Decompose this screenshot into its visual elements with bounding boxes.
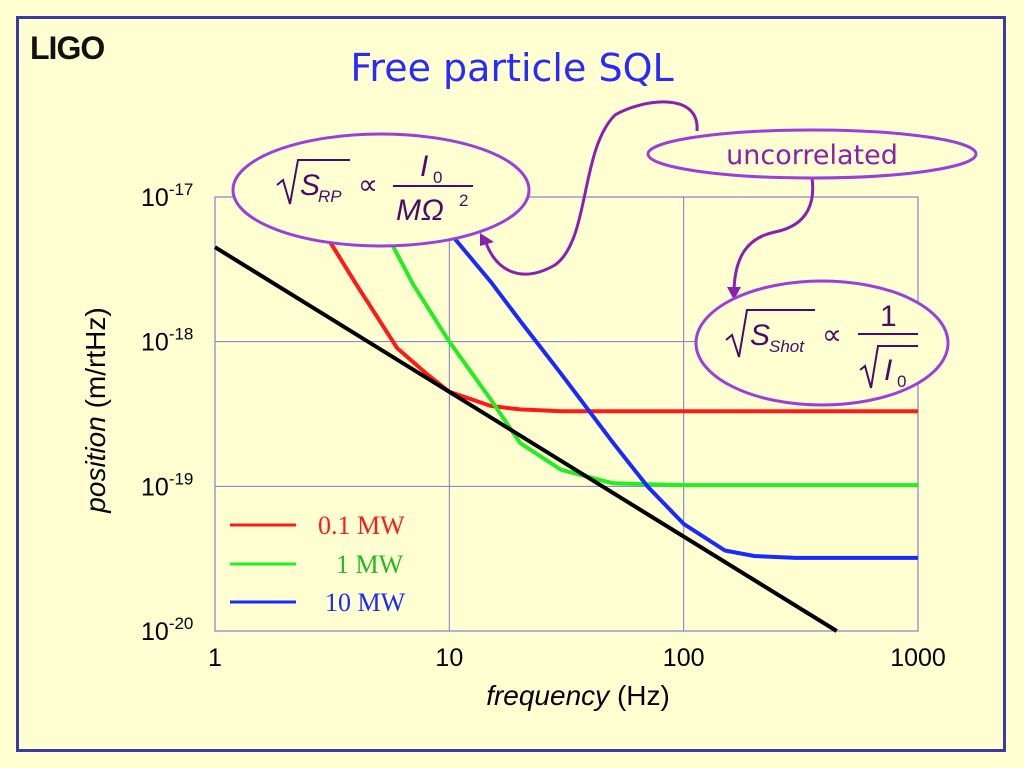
y-tick-label: 10-19 — [141, 469, 193, 501]
y-tick-label: 10-18 — [141, 325, 193, 357]
shot-ellipse — [694, 279, 950, 407]
ligo-logo: LIGO — [30, 30, 105, 66]
proportional-sign-shot: ∝ — [822, 319, 842, 350]
annotation-arrows — [480, 100, 815, 300]
y-axis-label-italic: position — [80, 416, 111, 513]
formula-rp-num: I — [420, 150, 428, 183]
rp-ellipse — [231, 132, 531, 248]
formula-rp-num-sub: 0 — [433, 168, 442, 187]
x-axis-label: frequency (Hz) — [486, 680, 670, 712]
formula-rp-lhs-sub: RP — [318, 187, 342, 206]
formula-rp: S RP ∝ I 0 MΩ 2 — [276, 150, 473, 227]
sqrt-sign-rp — [276, 159, 350, 205]
arrow-head-shot — [727, 287, 741, 300]
formula-shot-den-sub: 0 — [897, 372, 906, 391]
uncorrelated-ellipse — [646, 128, 978, 180]
x-tick-label: 1000 — [890, 644, 946, 672]
legend-label-2: 10 MW — [325, 588, 406, 617]
formula-rp-den: MΩ — [396, 194, 444, 227]
y-tick-label: 10-20 — [141, 614, 193, 646]
series-line-0 — [314, 218, 918, 414]
formula-shot: S Shot ∝ 1 I 0 — [725, 300, 918, 391]
sqrt-sign-shot-den — [859, 345, 918, 389]
y-tick-label: 10-17 — [141, 180, 193, 212]
formula-rp-lhs: S — [300, 169, 320, 202]
x-tick-label: 100 — [663, 644, 705, 672]
legend-label-0: 0.1 MW — [318, 511, 405, 540]
series-line-3 — [213, 245, 838, 633]
slide-frame — [16, 16, 1006, 752]
series-line-2 — [437, 218, 918, 560]
series-lines — [213, 218, 918, 633]
formula-shot-den: I — [884, 354, 892, 387]
y-axis-label: position (m/rtHz) — [80, 307, 112, 512]
grid — [215, 197, 918, 631]
arrow-to-rp — [483, 100, 699, 276]
slide-title: Free particle SQL — [350, 46, 674, 90]
x-tick-labels: 1 10 100 1000 — [208, 644, 946, 672]
x-axis-label-unit: (Hz) — [616, 680, 670, 711]
legend: 0.1 MW 1 MW 10 MW — [230, 511, 406, 617]
y-axis-label-unit: (m/rtHz) — [80, 307, 111, 409]
y-tick-labels: 10-17 10-18 10-19 10-20 — [141, 180, 193, 646]
x-tick-label: 1 — [208, 644, 222, 672]
proportional-sign-rp: ∝ — [358, 169, 378, 200]
formula-shot-lhs: S — [750, 319, 770, 352]
plot-area — [214, 196, 919, 632]
arrow-to-shot — [732, 177, 815, 291]
series-line-1 — [377, 218, 918, 488]
formula-shot-num: 1 — [880, 300, 897, 333]
x-tick-label: 10 — [435, 644, 463, 672]
legend-label-1: 1 MW — [336, 550, 404, 579]
arrow-head-rp — [480, 233, 494, 246]
sqrt-sign-shot — [725, 309, 815, 358]
uncorrelated-label: uncorrelated — [726, 140, 898, 171]
formula-shot-lhs-sub: Shot — [769, 337, 805, 356]
x-axis-label-italic: frequency — [486, 680, 610, 711]
formula-rp-den-sup: 2 — [459, 191, 468, 210]
